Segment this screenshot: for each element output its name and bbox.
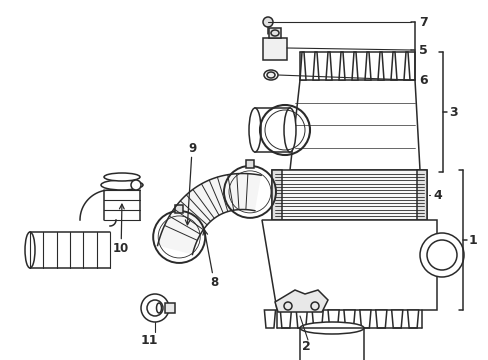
Polygon shape xyxy=(311,310,323,328)
Text: 1: 1 xyxy=(468,234,477,247)
Bar xyxy=(164,303,175,313)
Polygon shape xyxy=(274,290,327,312)
Text: 2: 2 xyxy=(301,339,310,352)
Polygon shape xyxy=(262,220,436,310)
Polygon shape xyxy=(391,310,402,328)
Ellipse shape xyxy=(266,72,274,78)
Polygon shape xyxy=(299,52,305,80)
Polygon shape xyxy=(327,310,339,328)
Bar xyxy=(271,170,282,220)
Ellipse shape xyxy=(101,180,142,190)
Bar xyxy=(254,108,289,152)
Text: 11: 11 xyxy=(140,333,158,346)
Polygon shape xyxy=(312,52,318,80)
Polygon shape xyxy=(280,310,291,328)
Circle shape xyxy=(426,240,456,270)
Text: 7: 7 xyxy=(418,15,427,28)
Ellipse shape xyxy=(25,232,35,268)
Bar xyxy=(245,160,253,168)
Polygon shape xyxy=(390,52,396,80)
Circle shape xyxy=(147,300,163,316)
Text: 3: 3 xyxy=(448,105,457,118)
Polygon shape xyxy=(407,310,418,328)
Polygon shape xyxy=(375,310,386,328)
Polygon shape xyxy=(338,52,345,80)
Circle shape xyxy=(419,233,463,277)
Ellipse shape xyxy=(264,70,278,80)
Polygon shape xyxy=(403,52,409,80)
Polygon shape xyxy=(296,310,307,328)
Ellipse shape xyxy=(104,173,140,181)
Bar xyxy=(268,28,281,38)
Ellipse shape xyxy=(284,108,295,152)
Text: 10: 10 xyxy=(113,204,129,255)
Ellipse shape xyxy=(299,322,363,334)
Bar xyxy=(416,170,426,220)
Bar xyxy=(299,328,363,360)
Polygon shape xyxy=(289,80,419,170)
Text: 6: 6 xyxy=(418,73,427,86)
Polygon shape xyxy=(157,174,261,255)
Polygon shape xyxy=(377,52,383,80)
Polygon shape xyxy=(351,52,357,80)
Polygon shape xyxy=(264,310,275,328)
Circle shape xyxy=(263,17,272,27)
Polygon shape xyxy=(343,310,354,328)
Polygon shape xyxy=(364,52,370,80)
Circle shape xyxy=(131,180,141,190)
Polygon shape xyxy=(359,310,370,328)
Text: 5: 5 xyxy=(418,44,427,57)
Ellipse shape xyxy=(248,108,261,152)
Bar xyxy=(271,170,426,220)
Polygon shape xyxy=(325,52,331,80)
Text: 9: 9 xyxy=(185,141,196,225)
Text: 8: 8 xyxy=(203,230,218,288)
Text: 4: 4 xyxy=(432,189,441,202)
Bar xyxy=(263,38,286,60)
Bar xyxy=(175,205,183,213)
Circle shape xyxy=(141,294,169,322)
